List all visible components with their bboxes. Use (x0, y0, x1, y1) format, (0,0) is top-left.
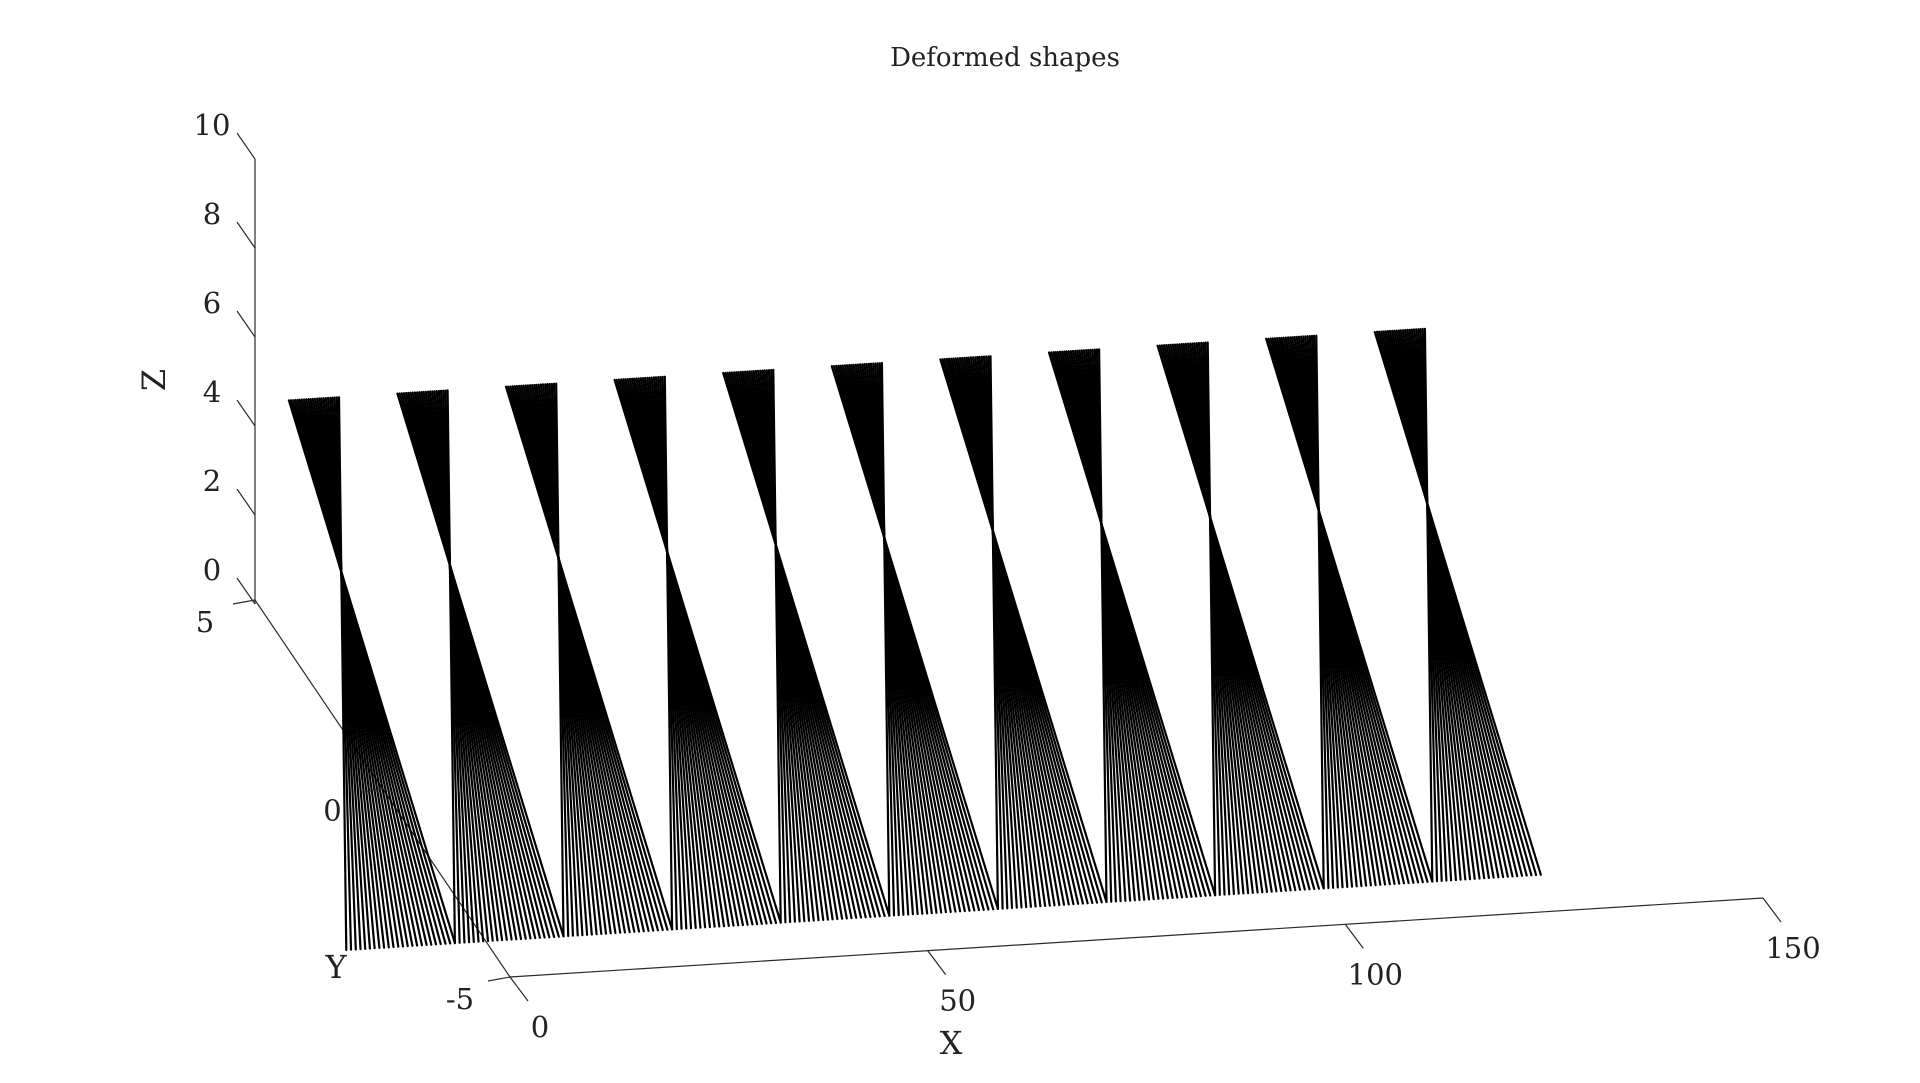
deformed-shape-line (1265, 337, 1434, 883)
deformed-shape-line (1373, 330, 1542, 876)
deformed-shapes-group (287, 327, 1542, 952)
x-axis-line (509, 897, 1764, 978)
deformed-shape-line (420, 391, 513, 941)
x-tick-label: 100 (1348, 957, 1403, 991)
deformed-shape-line (1078, 349, 1151, 901)
x-tick-mark (1762, 897, 1782, 923)
deformed-shape-line (1047, 351, 1217, 897)
z-tick-label: 4 (203, 375, 221, 409)
deformed-shape-line (1391, 329, 1505, 879)
deformed-shape-line (396, 392, 565, 938)
deformed-shape-line (305, 398, 419, 947)
deformed-shape-line (413, 391, 527, 940)
z-tick-mark (236, 399, 256, 427)
deformed-shape-line (528, 384, 622, 934)
deformed-shape-line (861, 363, 933, 915)
y-axis-label: Y (324, 948, 347, 986)
z-tick-mark (236, 132, 256, 160)
deformed-shape-line (318, 397, 390, 949)
deformed-shape-line (287, 399, 456, 945)
deformed-shape-line (1156, 344, 1325, 890)
deformed-shape-line (854, 363, 948, 914)
deformed-shape-line (1295, 335, 1368, 887)
x-tick-mark (1344, 923, 1364, 949)
y-tick-mark (232, 599, 256, 605)
x-tick-mark (927, 950, 947, 976)
deformed-shape-line (848, 364, 962, 913)
z-tick-mark (236, 221, 256, 249)
chart-title: Deformed shapes (890, 43, 1120, 73)
x-tick-label: 150 (1765, 931, 1820, 965)
y-tick-label: 5 (196, 605, 214, 639)
deformed-shape-line (969, 356, 1042, 908)
deformed-shape-line (1186, 342, 1259, 894)
z-tick-label: 8 (203, 197, 221, 231)
y-tick-label: -5 (446, 982, 474, 1016)
deformed-shape-line (1289, 336, 1382, 886)
z-tick-mark (236, 577, 256, 605)
deformed-shape-line (504, 385, 674, 931)
deformed-shape-line (1397, 329, 1491, 880)
deformed-shape-line (311, 397, 405, 948)
z-tick-label: 6 (203, 286, 221, 320)
x-tick-mark (509, 976, 529, 1002)
x-tick-label: 50 (939, 984, 976, 1018)
deformed-shape-line (630, 377, 745, 927)
deformed-shape-line (739, 370, 853, 920)
z-tick-mark (236, 310, 256, 338)
z-tick-label: 10 (194, 108, 231, 142)
deformed-shape-line (963, 356, 1056, 907)
deformed-shape-line (830, 365, 1000, 911)
z-tick-label: 2 (203, 464, 221, 498)
deformed-shape-line (613, 378, 782, 924)
y-tick-mark (360, 787, 383, 794)
y-tick-mark (487, 976, 511, 982)
deformed-shape-line (1282, 336, 1396, 886)
x-tick-label: 0 (531, 1010, 549, 1044)
x-axis-label: X (940, 1024, 963, 1062)
z-tick-label: 0 (203, 553, 221, 587)
deformed-shape-line (1071, 349, 1165, 900)
deformed-shape-line (939, 358, 1108, 904)
y-tick-label: 0 (323, 794, 341, 828)
deformed-shape-line (426, 390, 499, 942)
deformed-shape-line (522, 384, 636, 933)
z-tick-mark (236, 488, 256, 516)
deformed-shape-line (746, 370, 839, 921)
deformed-shape-line (1404, 328, 1476, 880)
z-axis-label: Z (135, 369, 173, 391)
deformed-shape-line (637, 377, 730, 928)
deformed-shape-line (292, 399, 447, 945)
deformed-shape-line (1180, 343, 1273, 893)
deformed-shape-line (722, 371, 891, 917)
